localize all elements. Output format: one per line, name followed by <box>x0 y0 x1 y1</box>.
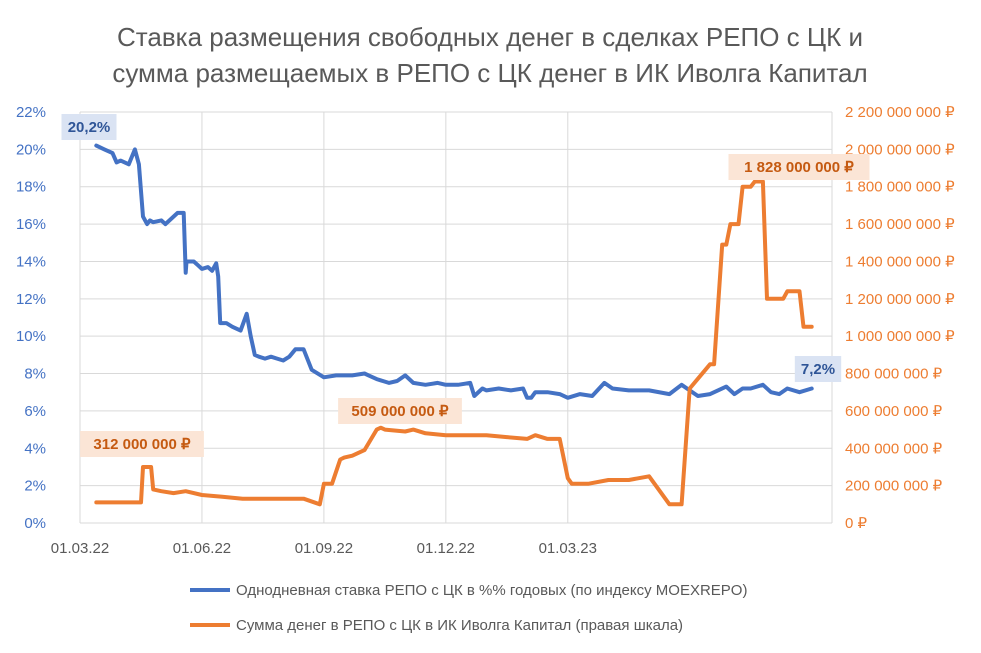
legend-label-rate: Однодневная ставка РЕПО с ЦК в %% годовы… <box>236 582 747 599</box>
callout-rate-start-label: 20,2% <box>68 119 111 136</box>
callout-amount-2-label: 509 000 000 ₽ <box>351 403 449 420</box>
chart-title-line-1: Ставка размещения свободных денег в сдел… <box>117 22 863 52</box>
series-line-repo-rate <box>94 143 814 400</box>
callout-amount-2-box <box>338 398 462 424</box>
left-axis-ticks: 0% 2% 4% 6% 8% 10% 12% 14% 16% 18% 20% 22% <box>16 104 46 532</box>
series-line-repo-amount <box>94 179 814 507</box>
right-axis-ticks: 0 ₽ 200 000 000 ₽ 400 000 000 ₽ 600 000 000… <box>845 104 955 532</box>
right-tick-label: 2 000 000 000 ₽ <box>845 141 955 158</box>
x-axis-ticks: 01.03.22 01.06.22 01.09.22 01.12.22 01.03.23 <box>51 540 597 557</box>
left-tick-label: 14% <box>16 253 46 270</box>
callout-rate-start-box <box>61 114 117 140</box>
right-tick-label: 200 000 000 ₽ <box>845 478 943 495</box>
right-tick-label: 1 000 000 000 ₽ <box>845 328 955 345</box>
x-tick-label: 01.12.22 <box>417 540 475 557</box>
right-tick-label: 1 800 000 000 ₽ <box>845 179 955 196</box>
left-tick-label: 20% <box>16 141 46 158</box>
legend-label-amount: Сумма денег в РЕПО с ЦК в ИК Иволга Капи… <box>236 617 683 634</box>
callout-amount-3-label: 1 828 000 000 ₽ <box>744 159 854 176</box>
callout-rate-end-label: 7,2% <box>801 361 835 378</box>
right-tick-label: 600 000 000 ₽ <box>845 403 943 420</box>
right-tick-label: 800 000 000 ₽ <box>845 366 943 383</box>
left-tick-label: 16% <box>16 216 46 233</box>
left-tick-label: 22% <box>16 104 46 121</box>
left-tick-label: 12% <box>16 291 46 308</box>
x-tick-label: 01.06.22 <box>173 540 231 557</box>
right-tick-label: 1 400 000 000 ₽ <box>845 253 955 270</box>
left-tick-label: 18% <box>16 179 46 196</box>
left-tick-label: 0% <box>24 515 46 532</box>
x-tick-label: 01.09.22 <box>295 540 353 557</box>
left-tick-label: 2% <box>24 478 46 495</box>
chart-title-line-2: сумма размещаемых в РЕПО с ЦК денег в ИК… <box>112 58 867 88</box>
right-tick-label: 0 ₽ <box>845 515 868 532</box>
right-tick-label: 1 200 000 000 ₽ <box>845 291 955 308</box>
legend: Однодневная ставка РЕПО с ЦК в %% годовы… <box>190 582 747 634</box>
callout-amount-1-label: 312 000 000 ₽ <box>93 436 191 453</box>
left-tick-label: 6% <box>24 403 46 420</box>
left-tick-label: 10% <box>16 328 46 345</box>
callout-rate-end-box <box>794 356 842 382</box>
callout-amount-3-box <box>728 154 870 180</box>
right-tick-label: 1 600 000 000 ₽ <box>845 216 955 233</box>
callout-layer: 20,2% 7,2% 312 000 000 ₽ 509 000 000 ₽ 1 828… <box>61 114 870 457</box>
right-tick-label: 2 200 000 000 ₽ <box>845 104 955 121</box>
series-layer <box>94 143 814 507</box>
right-tick-label: 400 000 000 ₽ <box>845 440 943 457</box>
left-tick-label: 4% <box>24 440 46 457</box>
x-tick-label: 01.03.23 <box>539 540 597 557</box>
left-tick-label: 8% <box>24 366 46 383</box>
callout-amount-1-box <box>80 431 204 457</box>
x-tick-label: 01.03.22 <box>51 540 109 557</box>
